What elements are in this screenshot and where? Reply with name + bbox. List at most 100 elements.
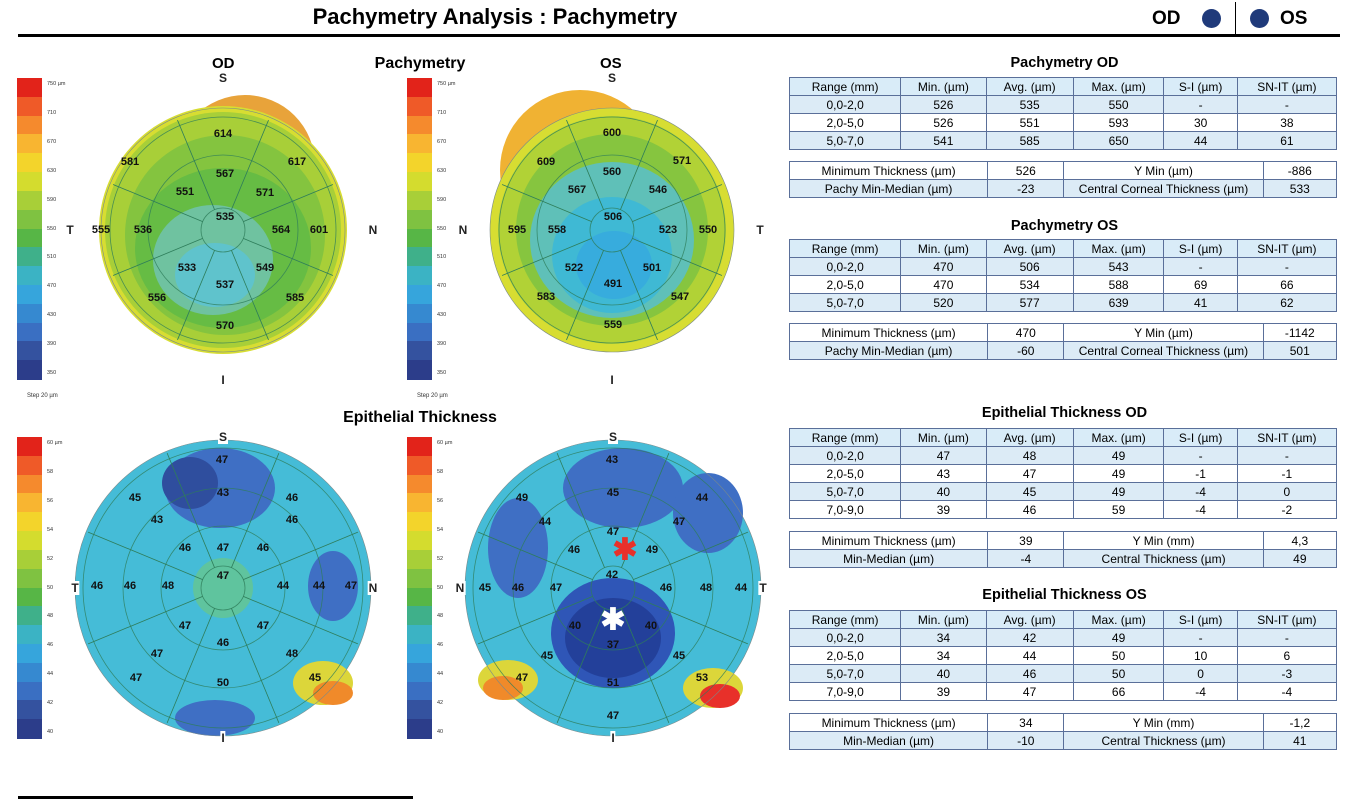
summary-row: Pachy Min-Median (µm) -60 Central Corneal … (788, 341, 1338, 360)
colorbar-swatch (17, 700, 42, 720)
map-ring (590, 565, 636, 611)
map-spoke (620, 119, 658, 210)
colorbar-swatch (407, 172, 432, 192)
map-drawing (75, 439, 372, 737)
map-value-label: 491 (603, 278, 623, 290)
map-value-label: 40 (568, 620, 582, 632)
table-row: 7,0-9,0 39 46 59 -4 -2 (788, 500, 1338, 519)
map-value-label: 47 (672, 516, 686, 528)
map-value-label: 555 (91, 224, 111, 236)
table-cell: 0,0-2,0 (788, 446, 902, 465)
colorbar-swatch (17, 78, 42, 98)
map-ring (122, 487, 324, 689)
direction-top-label: S (606, 71, 618, 85)
map-value-label: 46 (123, 580, 137, 592)
summary-cell: Min-Median (µm) (788, 549, 989, 568)
table-cell: 49 (1072, 628, 1165, 647)
colorbar-swatch (17, 303, 42, 324)
pachy-os-colorbar: 750 µm 710 670 630 590 550 510 470 430 390 350 (407, 78, 455, 380)
map-value-label: 47 (344, 580, 358, 592)
colorbar-swatch (407, 360, 432, 380)
map-color-zone (162, 457, 218, 509)
map-value-label: 614 (213, 128, 233, 140)
map-boundary (489, 107, 735, 353)
colorbar-swatch (17, 228, 42, 248)
colorbar-swatch (407, 341, 432, 361)
column-header: Avg. (µm) (985, 428, 1074, 447)
os-dot-icon (1250, 9, 1269, 28)
page-title: Pachymetry Analysis : Pachymetry (312, 4, 678, 29)
table-cell: 0,0-2,0 (788, 628, 902, 647)
summary-cell: Y Min (mm) (1063, 713, 1264, 732)
colorbar-tick-label: 350 (47, 370, 57, 376)
colorbar-tick-label: 390 (47, 341, 57, 348)
table-row: 2,0-5,0 43 47 49 -1 -1 (788, 464, 1338, 483)
map-value-label: 44 (695, 492, 709, 504)
map-value-label: 581 (120, 156, 140, 168)
colorbar-tick-label: 710 (437, 109, 447, 116)
map-spoke (87, 531, 203, 580)
table-cell: 585 (985, 131, 1074, 150)
summary-cell: 533 (1262, 179, 1338, 198)
pachy-os-step: Step 20 µm (417, 393, 448, 399)
table-cell: 0 (1163, 664, 1238, 683)
column-header: Max. (µm) (1072, 77, 1165, 96)
map-spoke (633, 596, 749, 645)
map-spoke (501, 238, 592, 276)
table-cell: 30 (1163, 113, 1238, 132)
column-header: SN-IT (µm) (1236, 77, 1338, 96)
colorbar-swatch (17, 625, 42, 645)
map-color-zone (313, 681, 353, 705)
map-ring (200, 565, 246, 611)
table-row: 5,0-7,0 520 577 639 41 62 (788, 293, 1338, 312)
map-value-label: 550 (698, 224, 718, 236)
summary-cell: Minimum Thickness (µm) (788, 161, 989, 180)
column-header: Max. (µm) (1072, 428, 1165, 447)
epi-od-colorbar: 60 µm 58 56 54 52 50 48 46 44 42 40 (17, 437, 62, 739)
table-cell: 0,0-2,0 (788, 95, 902, 114)
colorbar-tick-label: 58 (47, 468, 54, 475)
colorbar-swatch (407, 284, 432, 305)
colorbar-tick-label: 40 (437, 729, 444, 735)
colorbar-swatch (407, 115, 432, 136)
map-value-label: 45 (478, 582, 492, 594)
table-cell: 38 (1236, 113, 1338, 132)
table-cell: - (1163, 628, 1238, 647)
column-header: Range (mm) (788, 77, 902, 96)
map-value-label: 46 (511, 582, 525, 594)
colorbar-swatch (407, 531, 432, 551)
colorbar-swatch (17, 719, 42, 739)
table-row: 0,0-2,0 47 48 49- - (788, 446, 1338, 465)
table-cell: 44 (1163, 131, 1238, 150)
map-value-label: 559 (603, 319, 623, 331)
map-value-label: 535 (215, 211, 235, 223)
header-rule (18, 34, 1340, 37)
direction-right-label: T (755, 223, 765, 237)
summary-row: Minimum Thickness (µm) 470 Y Min (µm) -1142 (788, 323, 1338, 342)
table-cell: 5,0-7,0 (788, 131, 902, 150)
map-value-label: 46 (216, 637, 230, 649)
map-value-label: 570 (215, 320, 235, 332)
map-value-label: 558 (547, 224, 567, 236)
table-row: 7,0-9,0 39 47 66 -4 -4 (788, 682, 1338, 701)
table-cell: - (1236, 95, 1338, 114)
map-value-label: 595 (507, 224, 527, 236)
colorbar-swatch (407, 568, 432, 589)
map-value-label: 549 (255, 262, 275, 274)
column-header: S-I (µm) (1163, 428, 1238, 447)
column-header: S-I (µm) (1163, 610, 1238, 629)
map-value-label: 47 (178, 620, 192, 632)
colorbar-tick-label: 350 (437, 370, 447, 376)
colorbar-swatch (407, 606, 432, 626)
map-value-label: 567 (567, 184, 587, 196)
table-cell: 39 (900, 500, 987, 519)
map-value-label: 47 (606, 710, 620, 722)
table-cell: 551 (985, 113, 1074, 132)
colorbar-swatch (407, 662, 432, 683)
map-value-label: 501 (642, 262, 662, 274)
summary-cell: Central Corneal Thickness (µm) (1063, 179, 1264, 198)
colorbar-swatch (407, 455, 432, 476)
map-spoke (177, 250, 215, 341)
column-header: Range (mm) (788, 428, 902, 447)
table-row: 5,0-7,0 40 45 49 -4 0 (788, 482, 1338, 501)
